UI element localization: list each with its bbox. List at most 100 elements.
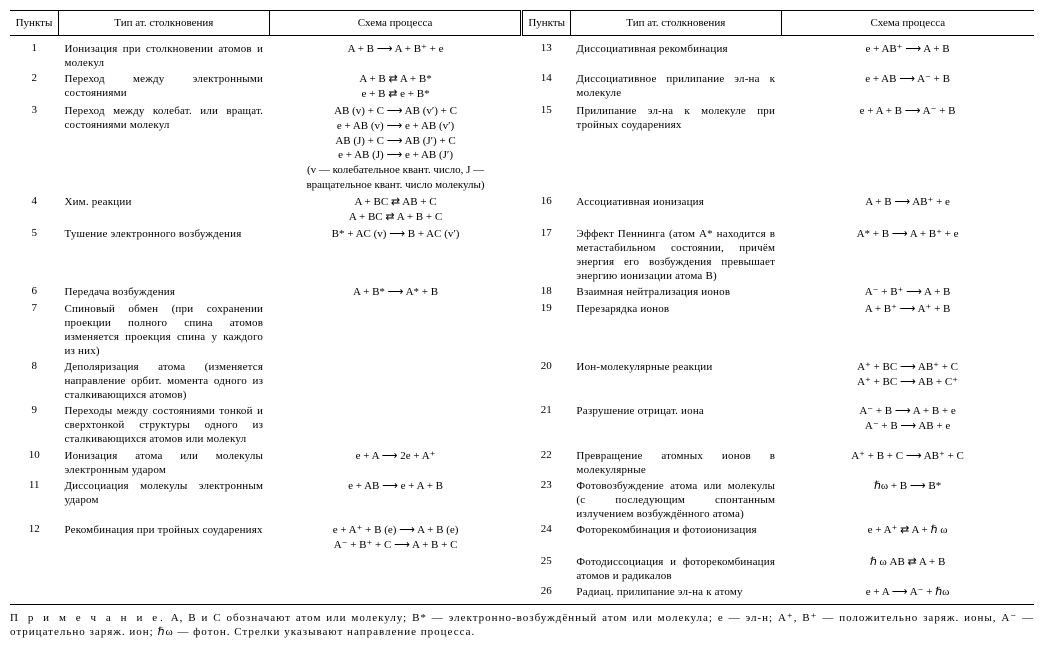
row-sch-left: A + B ⟶ A + B⁺ + e [269,36,522,72]
row-typ-left: Рекомбинация при тройных соударениях [58,522,269,554]
row-typ-left [58,554,269,584]
header-num-left: Пункты [10,11,58,36]
row-num-right: 22 [522,448,570,478]
row-sch-right: A + B⁺ ⟶ A⁺ + B [781,301,1034,359]
table-row: 10Ионизация атома или молекулы электронн… [10,448,1034,478]
row-sch-left [269,584,522,604]
row-sch-right: A⁺ + BC ⟶ AB⁺ + C A⁺ + BC ⟶ AB + C⁺ [781,359,1034,403]
row-num-right: 26 [522,584,570,604]
row-num-right: 18 [522,284,570,301]
table-row: 6Передача возбужденияA + B* ⟶ A* + B18Вз… [10,284,1034,301]
table-row: 2Переход между электронными состояниямиA… [10,71,1034,103]
row-num-left: 5 [10,226,58,284]
row-typ-left: Диссоциация молекулы электронным ударом [58,478,269,522]
row-typ-right: Ассоциативная ионизация [570,194,781,226]
table-row: 12Рекомбинация при тройных соударенияхe … [10,522,1034,554]
row-typ-right: Эффект Пеннинга (атом A* находится в мет… [570,226,781,284]
table-row: 11Диссоциация молекулы электронным ударо… [10,478,1034,522]
row-typ-right: Радиац. прилипание эл-на к атому [570,584,781,604]
row-num-right: 24 [522,522,570,554]
footnote-lead: П р и м е ч а н и е. [10,612,166,624]
row-typ-right: Фотовозбуждение атома или молекулы (с по… [570,478,781,522]
table-row: 4Хим. реакцииA + BC ⇄ AB + C A + BC ⇄ A … [10,194,1034,226]
row-typ-right: Прилипание эл-на к молекуле при тройных … [570,103,781,194]
header-sch-right: Схема процесса [781,11,1034,36]
row-typ-left: Ионизация атома или молекулы электронным… [58,448,269,478]
row-num-left: 8 [10,359,58,403]
row-typ-left: Хим. реакции [58,194,269,226]
table-row: 5Тушение электронного возбужденияB* + AC… [10,226,1034,284]
row-sch-right: e + A + B ⟶ A⁻ + B [781,103,1034,194]
row-typ-right: Фотодиссоциация и фоторекомбинация атомо… [570,554,781,584]
row-sch-left: AB (v) + C ⟶ AB (v′) + C e + AB (v) ⟶ e … [269,103,522,194]
table-row: 26Радиац. прилипание эл-на к атомуe + A … [10,584,1034,604]
table-row: 7Спиновый обмен (при сохранении проекции… [10,301,1034,359]
row-num-right: 15 [522,103,570,194]
row-sch-left: A + B* ⟶ A* + B [269,284,522,301]
row-sch-right: A⁻ + B⁺ ⟶ A + B [781,284,1034,301]
row-typ-left: Ионизация при столкновении атомов и моле… [58,36,269,72]
row-num-left: 11 [10,478,58,522]
row-num-left [10,554,58,584]
table-row: 1Ионизация при столкновении атомов и мол… [10,36,1034,72]
row-sch-left [269,359,522,403]
header-sch-left: Схема процесса [269,11,522,36]
row-typ-left: Переходы между состояниями тонкой и свер… [58,403,269,447]
row-sch-left: e + AB ⟶ e + A + B [269,478,522,522]
row-typ-left: Переход между электронными состояниями [58,71,269,103]
table-row: 9Переходы между состояниями тонкой и све… [10,403,1034,447]
row-sch-left [269,301,522,359]
row-num-right: 25 [522,554,570,584]
row-sch-right: A + B ⟶ AB⁺ + e [781,194,1034,226]
row-num-right: 13 [522,36,570,72]
table-row: 25Фотодиссоциация и фоторекомбинация ато… [10,554,1034,584]
table-row: 3Переход между колебат. или вращат. сост… [10,103,1034,194]
row-sch-left: A + BC ⇄ AB + C A + BC ⇄ A + B + C [269,194,522,226]
collision-types-table: Пункты Тип ат. столкновения Схема процес… [10,10,1034,605]
table-header-row: Пункты Тип ат. столкновения Схема процес… [10,11,1034,36]
row-num-right: 17 [522,226,570,284]
row-num-left: 12 [10,522,58,554]
row-sch-left [269,554,522,584]
header-typ-right: Тип ат. столкновения [570,11,781,36]
header-num-right: Пункты [522,11,570,36]
row-sch-right: A⁻ + B ⟶ A + B + e A⁻ + B ⟶ AB + e [781,403,1034,447]
row-sch-right: ℏω + B ⟶ B* [781,478,1034,522]
row-num-right: 23 [522,478,570,522]
row-num-right: 19 [522,301,570,359]
row-sch-left: A + B ⇄ A + B* e + B ⇄ e + B* [269,71,522,103]
row-typ-right: Перезарядка ионов [570,301,781,359]
row-sch-right: e + A⁺ ⇄ A + ℏ ω [781,522,1034,554]
table-body: 1Ионизация при столкновении атомов и мол… [10,36,1034,605]
row-typ-right: Разрушение отрицат. иона [570,403,781,447]
row-num-right: 16 [522,194,570,226]
row-sch-left: e + A⁺ + B (e) ⟶ A + B (e) A⁻ + B⁺ + C ⟶… [269,522,522,554]
row-num-left: 4 [10,194,58,226]
row-typ-left: Переход между колебат. или вращат. состо… [58,103,269,194]
row-typ-left: Деполяризация атома (изменяется направле… [58,359,269,403]
row-num-left: 1 [10,36,58,72]
row-num-left: 9 [10,403,58,447]
row-num-left: 6 [10,284,58,301]
row-sch-right: e + A ⟶ A⁻ + ℏω [781,584,1034,604]
row-num-right: 21 [522,403,570,447]
row-num-right: 14 [522,71,570,103]
row-num-left: 7 [10,301,58,359]
row-sch-left [269,403,522,447]
row-typ-right: Диссоциативное прилипание эл-на к молеку… [570,71,781,103]
row-typ-right: Превращение атомных ионов в молекулярные [570,448,781,478]
row-sch-right: ℏ ω AB ⇄ A + B [781,554,1034,584]
row-sch-right: e + AB ⟶ A⁻ + B [781,71,1034,103]
row-num-left: 2 [10,71,58,103]
header-typ-left: Тип ат. столкновения [58,11,269,36]
row-sch-left: B* + AC (v) ⟶ B + AC (v′) [269,226,522,284]
row-sch-left: e + A ⟶ 2e + A⁺ [269,448,522,478]
row-typ-left: Спиновый обмен (при сохранении проекции … [58,301,269,359]
row-typ-right: Фоторекомбинация и фотоионизация [570,522,781,554]
row-typ-right: Диссоциативная рекомбинация [570,36,781,72]
row-num-right: 20 [522,359,570,403]
row-num-left: 10 [10,448,58,478]
row-typ-left [58,584,269,604]
row-typ-left: Тушение электронного возбуждения [58,226,269,284]
row-num-left: 3 [10,103,58,194]
